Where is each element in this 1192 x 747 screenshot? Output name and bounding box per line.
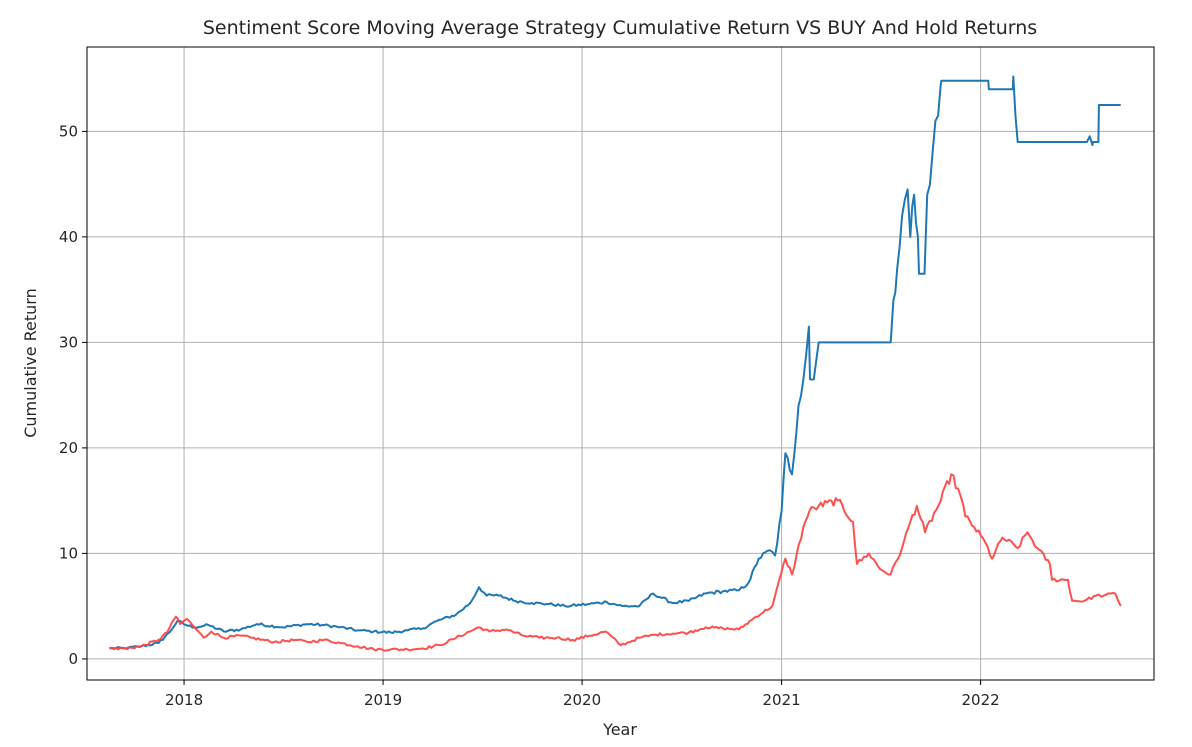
y-tick-label: 20 <box>59 439 78 457</box>
x-axis-ticks: 2018 2019 2020 2021 2022 <box>165 680 1000 709</box>
series-line-2 <box>109 473 1122 652</box>
y-tick-label: 40 <box>59 228 78 246</box>
x-tick-label: 2022 <box>962 691 1000 709</box>
series-line-1 <box>109 75 1121 650</box>
x-axis-label: Year <box>602 720 637 739</box>
chart-title: Sentiment Score Moving Average Strategy … <box>203 17 1037 39</box>
y-tick-label: 50 <box>59 122 78 140</box>
x-tick-label: 2020 <box>563 691 601 709</box>
y-tick-label: 30 <box>59 333 78 351</box>
y-axis-ticks: 0 10 20 30 40 50 <box>59 122 87 668</box>
grid-lines <box>87 47 1154 680</box>
plot-frame <box>86 46 1155 681</box>
y-tick-label: 10 <box>59 544 78 562</box>
x-tick-label: 2019 <box>364 691 402 709</box>
y-axis-label: Cumulative Return <box>21 288 40 438</box>
x-tick-label: 2018 <box>165 691 203 709</box>
x-tick-label: 2021 <box>763 691 801 709</box>
y-tick-label: 0 <box>68 650 78 668</box>
series-layer <box>109 75 1122 652</box>
